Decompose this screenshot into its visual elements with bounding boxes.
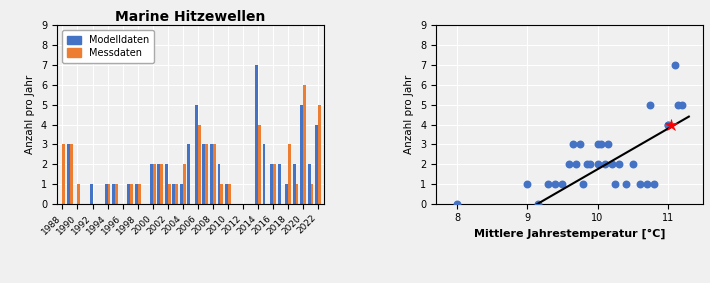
Point bbox=[567, 142, 579, 147]
Bar bbox=[77, 184, 80, 204]
Bar bbox=[255, 65, 258, 204]
Y-axis label: Anzahl pro Jahr: Anzahl pro Jahr bbox=[26, 75, 36, 154]
Bar bbox=[150, 164, 153, 204]
Bar bbox=[70, 144, 73, 204]
Bar bbox=[300, 105, 303, 204]
Bar bbox=[278, 164, 280, 204]
Bar bbox=[153, 164, 155, 204]
Point bbox=[676, 102, 687, 107]
Bar bbox=[318, 105, 321, 204]
Point bbox=[592, 142, 604, 147]
Bar bbox=[273, 164, 276, 204]
Point bbox=[641, 182, 652, 186]
Point bbox=[620, 182, 631, 186]
Point bbox=[585, 162, 596, 166]
Point bbox=[602, 142, 613, 147]
X-axis label: Mittlere Jahrestemperatur [°C]: Mittlere Jahrestemperatur [°C] bbox=[474, 229, 665, 239]
Bar bbox=[89, 184, 92, 204]
Point bbox=[613, 162, 624, 166]
Point bbox=[574, 142, 586, 147]
Point bbox=[645, 102, 656, 107]
Bar bbox=[315, 125, 318, 204]
Bar bbox=[258, 125, 261, 204]
Point bbox=[609, 182, 621, 186]
Point bbox=[532, 201, 543, 206]
Bar bbox=[180, 184, 182, 204]
Point bbox=[599, 162, 610, 166]
Point bbox=[578, 182, 589, 186]
Point bbox=[522, 182, 533, 186]
Bar bbox=[288, 144, 291, 204]
Point bbox=[662, 122, 674, 127]
Point bbox=[571, 162, 582, 166]
Bar bbox=[310, 184, 314, 204]
Bar bbox=[130, 184, 133, 204]
Bar bbox=[62, 144, 65, 204]
Bar bbox=[67, 144, 70, 204]
Bar bbox=[293, 164, 295, 204]
Point bbox=[662, 122, 674, 127]
Point bbox=[648, 182, 660, 186]
Bar bbox=[104, 184, 107, 204]
Point bbox=[627, 162, 638, 166]
Point bbox=[452, 201, 463, 206]
Bar bbox=[205, 144, 208, 204]
Bar bbox=[285, 184, 288, 204]
Bar bbox=[228, 184, 231, 204]
Bar bbox=[303, 85, 306, 204]
Bar bbox=[210, 144, 213, 204]
Point bbox=[550, 182, 561, 186]
Bar bbox=[173, 184, 175, 204]
Bar bbox=[135, 184, 138, 204]
Point bbox=[581, 162, 593, 166]
Bar bbox=[158, 164, 160, 204]
Bar bbox=[263, 144, 266, 204]
Point bbox=[596, 142, 607, 147]
Bar bbox=[175, 184, 178, 204]
Title: Marine Hitzewellen: Marine Hitzewellen bbox=[115, 10, 266, 24]
Bar bbox=[198, 125, 201, 204]
Point bbox=[592, 162, 604, 166]
Bar bbox=[213, 144, 216, 204]
Bar bbox=[307, 164, 310, 204]
Y-axis label: Anzahl pro Jahr: Anzahl pro Jahr bbox=[405, 75, 415, 154]
Bar bbox=[195, 105, 198, 204]
Bar bbox=[160, 164, 163, 204]
Bar bbox=[127, 184, 130, 204]
Point bbox=[564, 162, 575, 166]
Bar bbox=[217, 164, 220, 204]
Point bbox=[634, 182, 645, 186]
Point bbox=[542, 182, 554, 186]
Point bbox=[669, 63, 680, 67]
Bar bbox=[182, 164, 185, 204]
Bar bbox=[112, 184, 115, 204]
Bar bbox=[115, 184, 118, 204]
Legend: Modelldaten, Messdaten: Modelldaten, Messdaten bbox=[62, 30, 154, 63]
Bar bbox=[225, 184, 228, 204]
Bar bbox=[295, 184, 298, 204]
Bar bbox=[271, 164, 273, 204]
Point bbox=[672, 102, 684, 107]
Point bbox=[557, 182, 568, 186]
Bar bbox=[138, 184, 141, 204]
Bar bbox=[187, 144, 190, 204]
Bar bbox=[168, 184, 170, 204]
Point bbox=[606, 162, 617, 166]
Bar bbox=[107, 184, 111, 204]
Bar bbox=[220, 184, 223, 204]
Bar bbox=[202, 144, 205, 204]
Bar bbox=[165, 164, 168, 204]
